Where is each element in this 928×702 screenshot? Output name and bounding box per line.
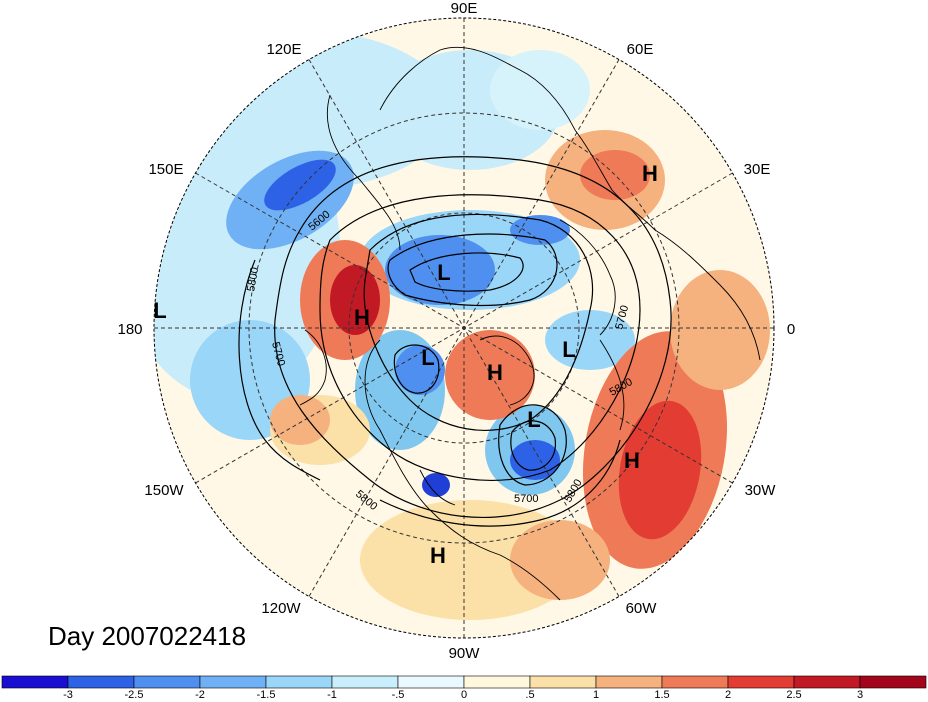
colorbar-swatch: [463, 675, 531, 689]
colorbar-swatch: [1, 675, 69, 689]
colorbar-tick-label: -1: [327, 689, 337, 701]
lon-label-150e: 150E: [148, 161, 183, 178]
colorbar-swatch: [727, 675, 795, 689]
lon-label-120e: 120E: [266, 41, 301, 58]
lon-label-90w: 90W: [449, 645, 481, 662]
contour-labels: 5600 5800 5700 5700 5800 5800 5700 5800: [245, 208, 635, 513]
lon-label-60w: 60W: [626, 600, 658, 617]
colorbar-tick-label: 0: [461, 689, 467, 701]
pressure-center-marker: H: [354, 305, 370, 330]
height-contours: [238, 156, 672, 527]
colorbar-tick-label: -2: [195, 689, 205, 701]
colorbar-swatch: [793, 675, 861, 689]
pressure-center-marker: H: [487, 360, 503, 385]
colorbar: -3 -2.5 -2 -1.5 -1 -.5 0 .5 1 1.5 2 2.5 3: [1, 675, 927, 701]
contour-label: 5800: [245, 266, 261, 292]
colorbar-swatch: [67, 675, 135, 689]
colorbar-tick-label: -1.5: [257, 689, 276, 701]
colorbar-tick-label: 2: [725, 689, 731, 701]
graticule: [154, 18, 774, 638]
pressure-centers: H L H L L H L L H H: [153, 161, 658, 568]
colorbar-tick-label: -2.5: [125, 689, 144, 701]
colorbar-swatch: [397, 675, 465, 689]
lon-label-0: 0: [787, 321, 795, 338]
lon-label-30w: 30W: [745, 482, 777, 499]
colorbar-tick-label: 3: [857, 689, 863, 701]
colorbar-tick-label: -.5: [392, 689, 405, 701]
lon-label-120w: 120W: [261, 600, 301, 617]
lon-label-30e: 30E: [744, 161, 771, 178]
colorbar-swatch: [859, 675, 927, 689]
day-label: Day 2007022418: [48, 621, 246, 651]
coastlines: [299, 46, 761, 601]
colorbar-swatch: [595, 675, 663, 689]
lon-label-90e: 90E: [451, 0, 478, 17]
pressure-center-marker: L: [437, 260, 450, 285]
pressure-center-marker: L: [421, 345, 434, 370]
lon-label-180: 180: [117, 321, 142, 338]
colorbar-tick-label: .5: [525, 689, 534, 701]
colorbar-swatch: [199, 675, 267, 689]
pressure-center-marker: L: [562, 337, 575, 362]
longitude-labels: 90E 60E 30E 0 30W 60W 90W 120W 150W 180 …: [117, 0, 795, 662]
colorbar-tick-label: 2.5: [786, 689, 801, 701]
lon-label-150w: 150W: [144, 482, 184, 499]
colorbar-tick-label: 1.5: [654, 689, 669, 701]
colorbar-tick-label: -3: [63, 689, 73, 701]
colorbar-swatch: [265, 675, 333, 689]
pressure-center-marker: L: [527, 407, 540, 432]
map-disk: [154, 18, 774, 638]
colorbar-tick-label: 1: [593, 689, 599, 701]
colorbar-swatch: [661, 675, 729, 689]
contour-label: 5700: [514, 493, 538, 505]
pressure-center-marker: H: [642, 161, 658, 186]
colorbar-swatch: [331, 675, 399, 689]
colorbar-swatch: [133, 675, 201, 689]
pressure-center-marker: L: [153, 298, 166, 323]
pressure-center-marker: H: [624, 448, 640, 473]
map-boundary: [153, 17, 775, 639]
pressure-center-marker: H: [430, 543, 446, 568]
lon-label-60e: 60E: [627, 41, 654, 58]
colorbar-swatch: [529, 675, 597, 689]
